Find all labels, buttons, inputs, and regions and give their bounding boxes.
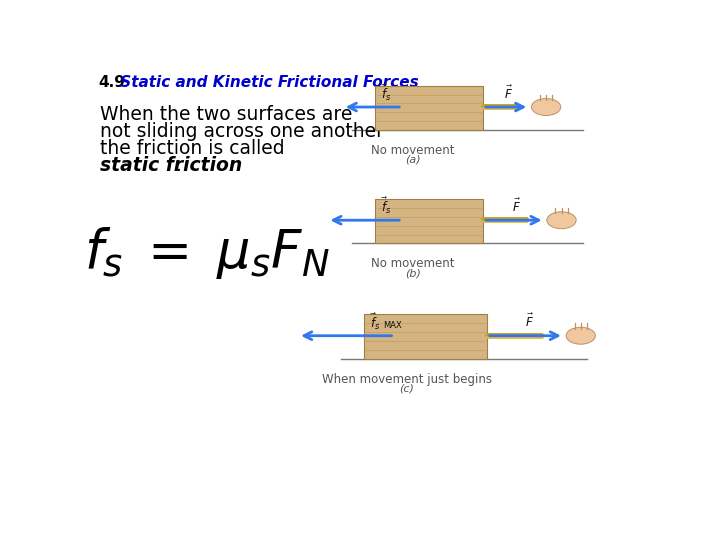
Text: When movement just begins: When movement just begins — [322, 373, 492, 386]
Text: not sliding across one another: not sliding across one another — [99, 122, 384, 141]
Text: $\vec{F}$: $\vec{F}$ — [513, 198, 521, 215]
Text: $\vec{F}$: $\vec{F}$ — [525, 313, 534, 330]
Text: No movement: No movement — [371, 257, 454, 271]
Text: $\vec{f}_s$: $\vec{f}_s$ — [370, 312, 380, 332]
Text: (b): (b) — [405, 268, 420, 278]
Text: (a): (a) — [405, 155, 420, 165]
Text: Static and Kinetic Frictional Forces: Static and Kinetic Frictional Forces — [115, 75, 418, 90]
Text: (c): (c) — [400, 383, 414, 394]
Text: $\vec{f}_s$: $\vec{f}_s$ — [382, 83, 392, 103]
Ellipse shape — [547, 212, 576, 228]
Text: $\vec{F}$: $\vec{F}$ — [504, 85, 513, 102]
Text: MAX: MAX — [383, 321, 402, 329]
Text: $\vec{f}_s$: $\vec{f}_s$ — [382, 196, 392, 217]
Ellipse shape — [566, 327, 595, 344]
Text: .: . — [176, 156, 182, 174]
FancyBboxPatch shape — [375, 85, 483, 130]
Ellipse shape — [531, 99, 561, 116]
Text: No movement: No movement — [371, 144, 454, 157]
Text: 4.9: 4.9 — [98, 75, 125, 90]
Text: $f_s\;=\;\mu_s F_N$: $f_s\;=\;\mu_s F_N$ — [84, 226, 330, 281]
FancyBboxPatch shape — [364, 314, 487, 359]
Text: the friction is called: the friction is called — [99, 139, 284, 158]
Text: When the two surfaces are: When the two surfaces are — [99, 105, 352, 124]
Text: static friction: static friction — [99, 156, 242, 174]
FancyBboxPatch shape — [375, 199, 483, 244]
